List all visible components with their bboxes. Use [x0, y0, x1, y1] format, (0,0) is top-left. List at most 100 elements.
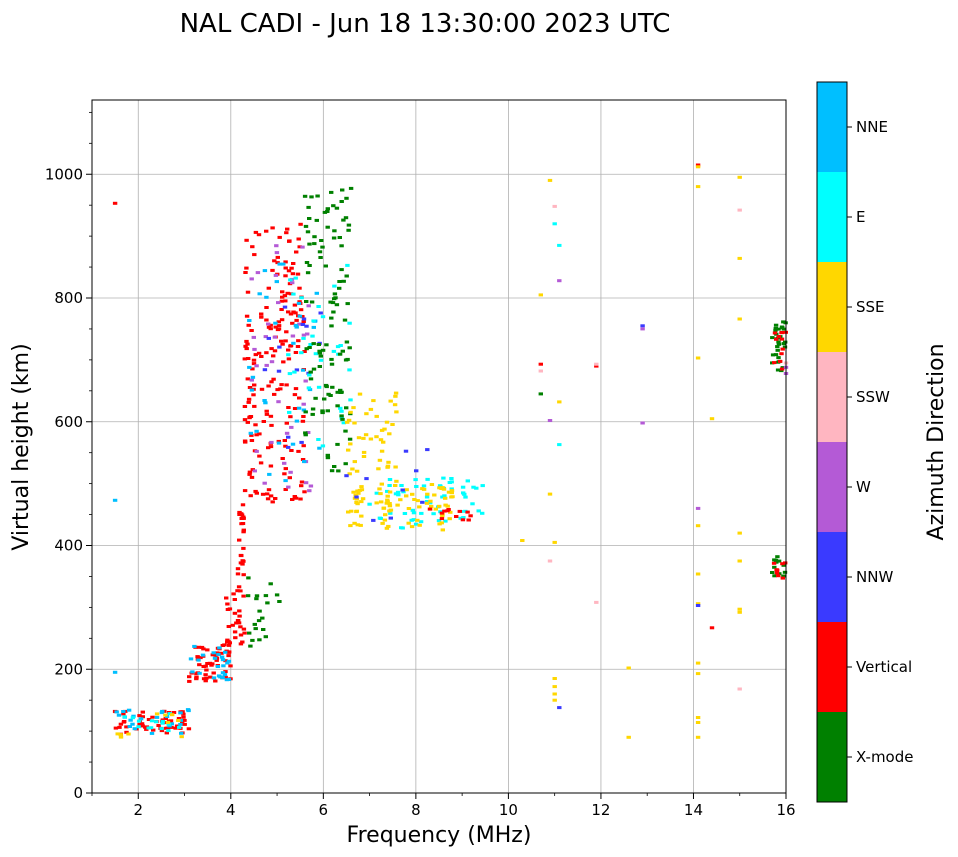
echo-mark [301, 444, 306, 448]
echo-mark [288, 292, 294, 296]
echo-mark [296, 301, 302, 305]
echo-mark [178, 722, 183, 726]
echo-mark [290, 442, 296, 446]
echo-mark [146, 726, 151, 730]
echo-mark [288, 470, 293, 474]
echo-mark [247, 319, 252, 322]
echo-mark [259, 312, 264, 316]
echo-mark [294, 419, 300, 423]
echo-mark [312, 242, 317, 246]
echo-mark [322, 210, 328, 214]
colorbar: X-mode Vertical NNW W SSW SSE E NNE [816, 81, 913, 803]
echo-mark [117, 725, 122, 729]
echo-mark [276, 324, 282, 328]
echo-mark [256, 233, 262, 237]
echo-mark [325, 456, 331, 460]
echo-mark [737, 175, 742, 179]
echo-mark [246, 323, 251, 327]
echo-mark [346, 510, 351, 514]
echo-mark [221, 664, 226, 668]
echo-mark [256, 351, 262, 355]
echo-mark [552, 677, 557, 680]
echo-mark [594, 362, 599, 366]
echo-mark [359, 514, 364, 518]
echo-mark [709, 626, 715, 630]
echo-mark [318, 256, 323, 259]
echo-mark [232, 598, 237, 601]
echo-mark [299, 484, 304, 488]
echo-mark [449, 491, 454, 495]
echo-mark [154, 712, 160, 716]
echo-mark [298, 222, 303, 226]
colorbar-segment [817, 712, 847, 802]
echo-mark [297, 322, 302, 326]
echo-mark [466, 518, 471, 522]
echo-mark [275, 255, 280, 259]
echo-mark [137, 714, 142, 718]
echo-mark [303, 433, 308, 437]
echo-mark [425, 492, 430, 496]
echo-mark [449, 480, 454, 484]
echo-mark [461, 516, 466, 519]
echo-mark [290, 334, 296, 338]
echo-mark [257, 609, 262, 613]
echo-mark [301, 408, 307, 412]
echo-mark [311, 319, 316, 323]
echo-mark [314, 218, 319, 222]
echo-mark [302, 194, 308, 198]
echo-mark [332, 284, 337, 288]
echo-mark [239, 522, 244, 526]
echo-mark [239, 513, 245, 517]
echo-mark [356, 436, 362, 440]
echo-mark [303, 410, 308, 414]
echo-mark [440, 528, 445, 532]
echo-mark [279, 318, 285, 322]
echo-mark [249, 388, 255, 392]
echo-mark [253, 230, 259, 234]
echo-mark [299, 440, 304, 444]
echo-mark [257, 454, 262, 458]
echo-mark [282, 461, 287, 465]
echo-mark [247, 365, 252, 369]
echo-mark [308, 370, 313, 374]
echo-mark [347, 368, 352, 372]
echo-mark [252, 383, 257, 387]
echo-mark [325, 207, 330, 211]
echo-mark [239, 554, 244, 558]
echo-mark [339, 244, 344, 248]
echo-mark [251, 393, 256, 397]
echo-mark [429, 504, 434, 508]
echo-mark [222, 673, 228, 677]
echo-mark [772, 558, 777, 562]
echo-mark [377, 516, 383, 520]
echo-mark [257, 292, 262, 296]
echo-mark [384, 501, 389, 505]
echo-mark [331, 310, 336, 314]
echo-mark [350, 467, 355, 471]
echo-mark [781, 320, 786, 324]
echo-mark [132, 727, 137, 731]
echo-mark [279, 339, 284, 343]
echo-mark [314, 291, 319, 295]
echo-mark [387, 504, 393, 508]
x-tick-label: 2 [133, 801, 143, 819]
echo-mark [118, 735, 124, 739]
echo-mark [289, 425, 294, 429]
echo-mark [415, 499, 420, 503]
x-tick-label: 8 [411, 801, 421, 819]
echo-mark [264, 306, 269, 309]
echo-mark [226, 643, 232, 647]
echo-mark [334, 206, 340, 210]
echo-mark [128, 718, 133, 722]
echo-mark [412, 498, 417, 501]
echo-mark [200, 653, 206, 657]
echo-mark [216, 674, 222, 678]
echo-mark [223, 650, 228, 654]
echo-mark [383, 513, 388, 517]
echo-mark [377, 458, 383, 462]
echo-mark [772, 331, 778, 335]
echo-mark [317, 250, 323, 254]
echo-mark [300, 419, 306, 423]
echo-mark [331, 349, 337, 353]
echo-mark [385, 465, 390, 469]
